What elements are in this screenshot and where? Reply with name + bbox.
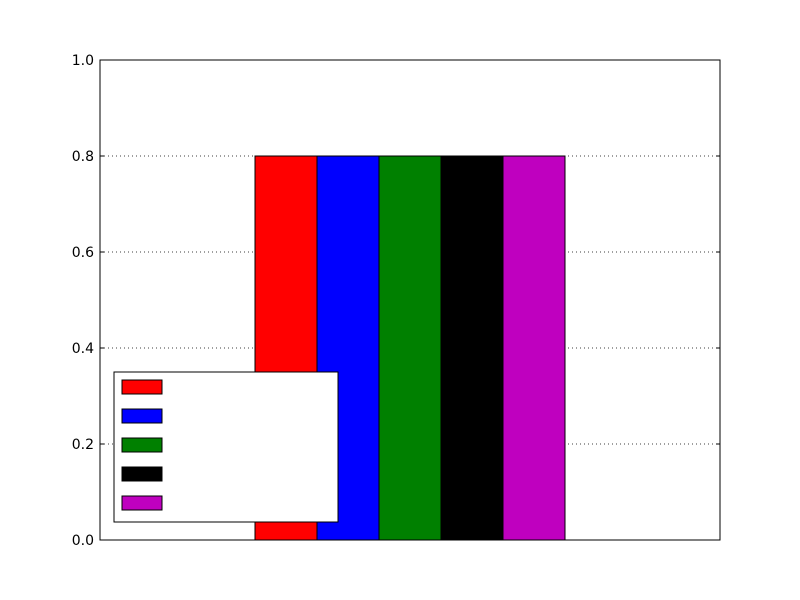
y-tick-label: 1.0 bbox=[72, 53, 94, 69]
bar-series-5 bbox=[502, 155, 566, 541]
legend-swatch-3 bbox=[121, 437, 163, 453]
bar-series-4 bbox=[440, 155, 504, 541]
y-tick-label: 0.2 bbox=[72, 437, 94, 453]
axes-frame bbox=[99, 59, 721, 541]
y-tick-label: 0.0 bbox=[72, 533, 94, 549]
legend-swatch-5 bbox=[121, 495, 163, 511]
legend-swatch-1 bbox=[121, 379, 163, 395]
legend-swatch-4 bbox=[121, 466, 163, 482]
y-tick-label: 0.4 bbox=[72, 341, 94, 357]
y-tick-label: 0.6 bbox=[72, 245, 94, 261]
y-axis-ticks: 0.0 0.2 0.4 0.6 0.8 1.0 bbox=[72, 53, 720, 549]
legend-swatch-2 bbox=[121, 408, 163, 424]
legend bbox=[113, 371, 339, 523]
grid bbox=[100, 155, 720, 445]
bar-series-3 bbox=[378, 155, 442, 541]
y-tick-label: 0.8 bbox=[72, 149, 94, 165]
